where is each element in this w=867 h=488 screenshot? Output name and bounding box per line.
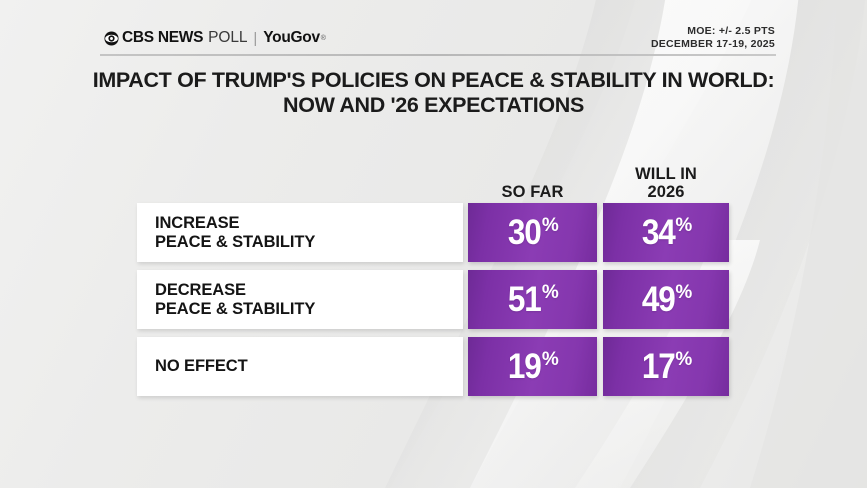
- percent-number: 49: [641, 280, 676, 319]
- row-label-no-effect: NO EFFECT: [137, 337, 463, 396]
- percent-sign: %: [541, 215, 559, 236]
- row-label-line-1: INCREASE: [155, 213, 240, 232]
- value-cell-increase-will-in-2026: 34 %: [603, 203, 729, 262]
- row-label-text: NO EFFECT: [155, 357, 248, 376]
- brand-partner-label: YouGov: [263, 29, 320, 46]
- percent-value: 17 %: [640, 347, 693, 386]
- column-header-will-in-2026-line-1: WILL IN: [635, 165, 697, 183]
- brand-product-label: POLL: [208, 29, 248, 46]
- value-cell-no-effect-so-far: 19 %: [468, 337, 597, 396]
- swoosh-edge-right: [750, 0, 867, 488]
- percent-number: 34: [641, 213, 676, 252]
- percent-sign: %: [675, 349, 693, 370]
- percent-sign: %: [541, 282, 559, 303]
- poll-meta: MOE: +/- 2.5 PTS DECEMBER 17-19, 2025: [651, 25, 775, 51]
- percent-value: 51 %: [506, 280, 559, 319]
- value-cell-decrease-will-in-2026: 49 %: [603, 270, 729, 329]
- percent-sign: %: [675, 282, 693, 303]
- column-header-will-in-2026-line-2: 2026: [647, 183, 685, 201]
- row-label-text: INCREASE PEACE & STABILITY: [155, 214, 315, 252]
- percent-number: 19: [508, 347, 542, 386]
- percent-number: 30: [508, 213, 542, 252]
- table-column-headers: SO FAR WILL IN 2026: [137, 160, 729, 203]
- brand-separator: |: [253, 29, 258, 47]
- cbs-eye-icon: [104, 30, 119, 46]
- header: CBS NEWS POLL | YouGov ® MOE: +/- 2.5 PT…: [0, 0, 867, 60]
- percent-value: 34 %: [640, 213, 693, 252]
- row-label-text: DECREASE PEACE & STABILITY: [155, 281, 315, 319]
- percent-sign: %: [541, 349, 559, 370]
- margin-of-error-text: MOE: +/- 2.5 PTS: [687, 25, 775, 37]
- row-label-decrease: DECREASE PEACE & STABILITY: [137, 270, 463, 329]
- row-label-increase: INCREASE PEACE & STABILITY: [137, 203, 463, 262]
- page-title-line-2: NOW AND '26 EXPECTATIONS: [283, 93, 584, 117]
- percent-number: 51: [508, 280, 542, 319]
- table-row: NO EFFECT 19 % 17 %: [137, 337, 729, 396]
- row-label-line-1: DECREASE: [155, 280, 246, 299]
- column-header-so-far: SO FAR: [468, 183, 597, 201]
- row-label-line-2: PEACE & STABILITY: [155, 232, 316, 251]
- trademark-mark: ®: [320, 34, 326, 42]
- value-cell-no-effect-will-in-2026: 17 %: [603, 337, 729, 396]
- value-cell-decrease-so-far: 51 %: [468, 270, 597, 329]
- row-label-line-1: NO EFFECT: [155, 357, 248, 375]
- column-header-will-in-2026: WILL IN 2026: [603, 165, 729, 201]
- row-label-line-2: PEACE & STABILITY: [155, 299, 316, 318]
- percent-number: 17: [641, 347, 676, 386]
- percent-value: 30 %: [506, 213, 559, 252]
- results-table: SO FAR WILL IN 2026 INCREASE PEACE & STA…: [137, 160, 729, 404]
- percent-value: 19 %: [506, 347, 559, 386]
- page-title: IMPACT OF TRUMP'S POLICIES ON PEACE & ST…: [0, 68, 867, 118]
- column-header-so-far-line-1: SO FAR: [501, 183, 564, 201]
- table-row: INCREASE PEACE & STABILITY 30 % 34 %: [137, 203, 729, 262]
- page-title-line-1: IMPACT OF TRUMP'S POLICIES ON PEACE & ST…: [92, 68, 775, 92]
- field-dates-text: DECEMBER 17-19, 2025: [650, 38, 775, 50]
- percent-sign: %: [675, 215, 693, 236]
- percent-value: 49 %: [640, 280, 693, 319]
- brand-network-label: CBS NEWS: [122, 29, 204, 46]
- value-cell-increase-so-far: 30 %: [468, 203, 597, 262]
- table-row: DECREASE PEACE & STABILITY 51 % 49 %: [137, 270, 729, 329]
- header-divider: [100, 54, 776, 56]
- brand-lockup: CBS NEWS POLL | YouGov ®: [104, 28, 326, 48]
